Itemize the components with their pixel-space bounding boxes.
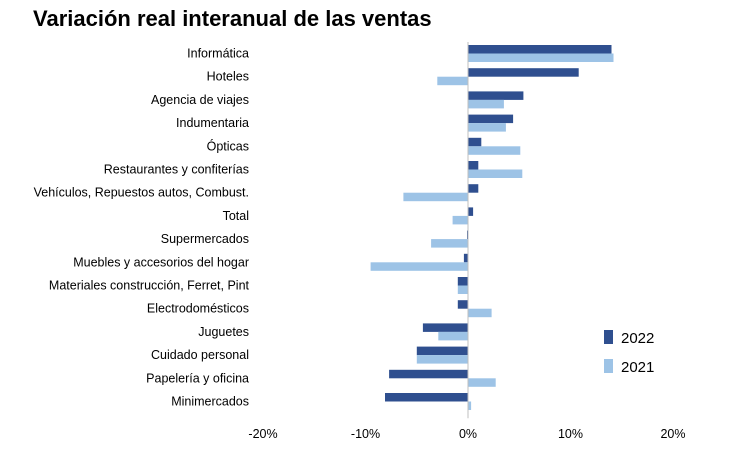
bar-2021	[403, 192, 468, 202]
bar-2021	[438, 331, 468, 341]
bar-2022	[468, 137, 482, 147]
bar-2022	[468, 45, 612, 54]
category-label: Muebles y accesorios del hogar	[73, 255, 249, 269]
bar-2022	[457, 277, 469, 286]
category-label: Total	[223, 209, 249, 223]
bar-2021	[468, 308, 492, 318]
x-tick-label: -20%	[248, 427, 277, 441]
bar-2022	[422, 323, 468, 332]
bar-2022	[468, 114, 514, 124]
category-label: Electrodomésticos	[147, 302, 249, 316]
bar-2021	[468, 378, 496, 387]
x-tick-label: 10%	[558, 427, 583, 441]
x-tick-label: 0%	[459, 427, 477, 441]
bar-2022	[463, 253, 468, 263]
category-label: Hoteles	[207, 70, 249, 84]
category-label: Juguetes	[198, 325, 249, 339]
legend: 2022 2021	[604, 330, 654, 376]
category-label: Ópticas	[207, 138, 249, 153]
category-label: Agencia de viajes	[151, 93, 249, 107]
chart-title: Variación real interanual de las ventas	[33, 6, 432, 31]
bar-2021	[370, 262, 468, 271]
bar-2022	[468, 161, 479, 170]
category-label: Minimercados	[171, 395, 249, 409]
bar-2021	[468, 146, 521, 155]
bar-2021	[457, 285, 469, 294]
category-labels: Informática Hoteles Agencia de viajes Indum…	[34, 47, 250, 409]
legend-label-2022: 2022	[621, 330, 654, 347]
bar-2021	[468, 53, 614, 62]
bar-2022	[389, 369, 468, 379]
bar-2021	[468, 169, 523, 178]
bar-2021	[468, 123, 506, 132]
bar-2021	[437, 76, 469, 86]
bar-2021	[468, 401, 472, 410]
category-label: Papelería y oficina	[146, 371, 249, 385]
bar-2022	[385, 393, 468, 402]
category-label: Vehículos, Repuestos autos, Combust.	[34, 186, 249, 200]
x-axis-tick-labels: -20% -10% 0% 10% 20%	[248, 427, 685, 441]
x-tick-label: 20%	[660, 427, 685, 441]
category-label: Indumentaria	[176, 116, 249, 130]
x-tick-label: -10%	[351, 427, 380, 441]
bar-2022	[468, 68, 579, 77]
bar-2022	[468, 91, 524, 100]
legend-label-2021: 2021	[621, 359, 654, 376]
category-label: Restaurantes y confiterías	[104, 163, 249, 177]
category-label: Informática	[187, 47, 249, 61]
bar-2021	[468, 99, 504, 109]
bar-2022	[468, 184, 479, 193]
bar-2022	[416, 346, 469, 356]
bar-2021	[416, 355, 469, 364]
category-label: Cuidado personal	[151, 348, 249, 362]
category-label: Supermercados	[161, 232, 249, 246]
bar-2021	[431, 239, 468, 248]
category-label: Materiales construcción, Ferret, Pint	[49, 279, 250, 293]
legend-swatch-2022	[604, 330, 613, 344]
bar-2021	[452, 215, 468, 225]
legend-swatch-2021	[604, 359, 613, 373]
bar-2022	[457, 300, 469, 309]
bars	[370, 45, 614, 410]
bar-2022	[468, 207, 474, 216]
